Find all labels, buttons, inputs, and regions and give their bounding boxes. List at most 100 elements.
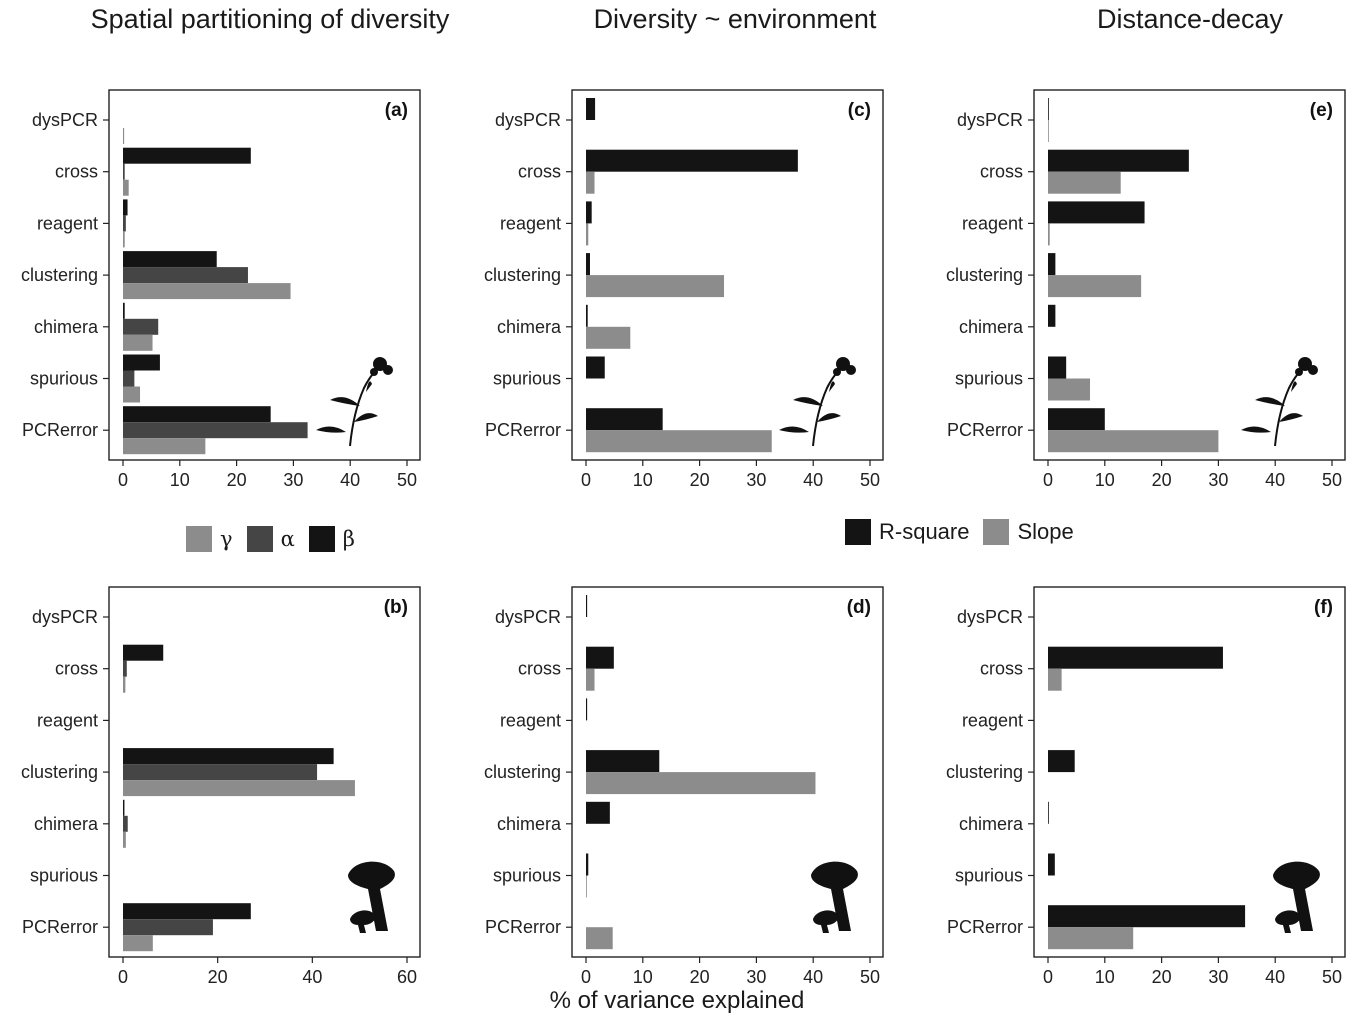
- category-label: PCRerror: [22, 917, 98, 937]
- legend-diversity: γ α β: [186, 526, 369, 552]
- legend-regression: R-square Slope: [845, 519, 1088, 545]
- column-title-environment: Diversity ~ environment: [593, 4, 877, 34]
- x-tick-label: 10: [1095, 470, 1115, 490]
- category-label: clustering: [21, 762, 98, 782]
- category-label: dysPCR: [495, 607, 561, 627]
- category-label: spurious: [955, 369, 1023, 389]
- category-label: reagent: [500, 710, 561, 730]
- plant-leaf: [1241, 426, 1271, 433]
- x-tick-label: 50: [860, 967, 880, 987]
- x-tick-label: 0: [581, 967, 591, 987]
- bar-rsquare-chimera: [586, 801, 610, 824]
- x-tick-label: 0: [118, 470, 128, 490]
- panel-letter: (d): [847, 597, 871, 618]
- bar-slope-chimera: [586, 326, 631, 349]
- bar-rsquare-clustering: [586, 750, 660, 773]
- category-label: dysPCR: [495, 110, 561, 130]
- panel-letter: (b): [384, 597, 408, 618]
- bar--chimera: [123, 815, 128, 832]
- plant-flower: [1308, 365, 1318, 375]
- bar--PCRerror: [123, 422, 308, 439]
- category-label: PCRerror: [485, 917, 561, 937]
- plant-leaf: [1279, 413, 1303, 422]
- category-label: cross: [518, 659, 561, 679]
- bar-slope-clustering: [586, 772, 816, 795]
- category-label: reagent: [37, 213, 98, 233]
- bar--PCRerror: [123, 903, 251, 920]
- category-label: cross: [55, 162, 98, 182]
- bar-slope-cross: [586, 171, 595, 194]
- x-tick-label: 30: [1208, 967, 1228, 987]
- category-label: dysPCR: [957, 110, 1023, 130]
- bar--cross: [123, 147, 251, 164]
- bar--cross: [123, 179, 129, 196]
- category-label: reagent: [962, 213, 1023, 233]
- bar-rsquare-reagent: [1048, 201, 1145, 224]
- bar-rsquare-PCRerror: [586, 408, 663, 431]
- category-label: clustering: [484, 762, 561, 782]
- bar-rsquare-dysPCR: [586, 595, 588, 617]
- x-tick-label: 40: [1265, 967, 1285, 987]
- bar--clustering: [123, 267, 248, 284]
- category-label: chimera: [959, 814, 1024, 834]
- bar-rsquare-cross: [1048, 149, 1189, 172]
- bar--chimera: [123, 302, 125, 319]
- mushroom-small: [813, 910, 839, 933]
- bar--chimera: [123, 831, 126, 848]
- bar-rsquare-clustering: [1048, 253, 1056, 276]
- bar-slope-reagent: [586, 223, 589, 246]
- bar--clustering: [123, 764, 318, 781]
- panel-frame: [1033, 89, 1346, 461]
- panel-e: 0 10 20 30 40 50 dysPCR cross reagent clustering c…: [946, 89, 1346, 490]
- bar--cross: [123, 660, 127, 677]
- panel-letter: (f): [1314, 597, 1333, 618]
- category-label: clustering: [21, 265, 98, 285]
- legend-beta-label: β: [342, 527, 355, 551]
- panel-a: 0 10 20 30 40 50 dysPCR cross reagent clustering c…: [21, 89, 421, 490]
- category-label: cross: [55, 659, 98, 679]
- bar--reagent: [123, 199, 128, 216]
- category-label: reagent: [37, 710, 98, 730]
- bar-slope-clustering: [586, 275, 725, 298]
- plant-flower: [370, 368, 378, 376]
- x-axis-label: % of variance explained: [549, 987, 805, 1014]
- category-label: spurious: [493, 866, 561, 886]
- plant-leaf: [366, 381, 372, 392]
- x-tick-label: 40: [1265, 470, 1285, 490]
- x-tick-label: 40: [340, 470, 360, 490]
- legend-gamma-swatch: [186, 526, 212, 552]
- x-tick-label: 0: [1043, 967, 1053, 987]
- bar-rsquare-reagent: [586, 698, 588, 721]
- plant-flower: [1298, 357, 1312, 371]
- panel-d: 0 10 20 30 40 50 dysPCR cross reagent clustering c…: [484, 586, 884, 987]
- x-tick-label: 20: [208, 967, 228, 987]
- category-label: PCRerror: [22, 420, 98, 440]
- legend-alpha-swatch: [246, 526, 273, 552]
- bar--reagent: [123, 215, 126, 232]
- bar--chimera: [123, 334, 153, 351]
- x-tick-label: 20: [227, 470, 247, 490]
- bar--reagent: [123, 231, 125, 248]
- bar--cross: [123, 644, 164, 661]
- category-label: cross: [980, 659, 1023, 679]
- category-label: spurious: [493, 369, 561, 389]
- bar--clustering: [123, 283, 291, 300]
- bar--dysPCR: [123, 128, 125, 144]
- category-label: dysPCR: [32, 607, 98, 627]
- x-tick-label: 50: [860, 470, 880, 490]
- x-tick-label: 0: [1043, 470, 1053, 490]
- bar-slope-PCRerror: [586, 927, 613, 950]
- bar-rsquare-PCRerror: [1048, 408, 1105, 431]
- x-tick-label: 40: [803, 967, 823, 987]
- column-title-distance-decay: Distance-decay: [1096, 4, 1284, 34]
- bar--clustering: [123, 748, 334, 765]
- category-label: chimera: [497, 814, 562, 834]
- mushroom-large: [811, 861, 858, 931]
- bar-slope-clustering: [1048, 275, 1142, 298]
- category-label: cross: [980, 162, 1023, 182]
- x-tick-label: 50: [397, 470, 417, 490]
- bar-slope-dysPCR: [1048, 120, 1049, 142]
- category-label: PCRerror: [947, 420, 1023, 440]
- bar--PCRerror: [123, 406, 271, 423]
